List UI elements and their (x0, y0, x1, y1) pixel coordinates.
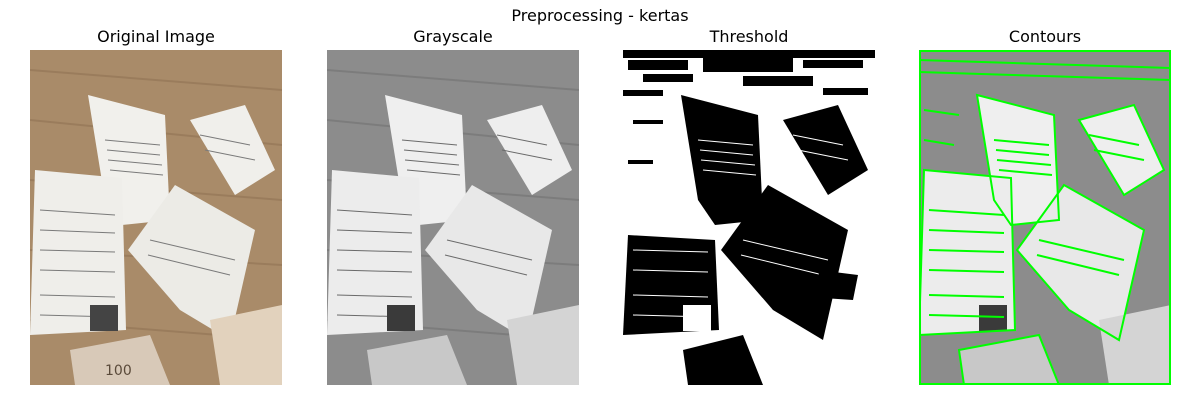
threshold-image-panel (623, 50, 875, 385)
receipt-right (190, 105, 275, 195)
banknote (70, 335, 170, 385)
qr-code (90, 305, 118, 331)
original-image-panel: 100 (30, 50, 282, 385)
figure-title: Preprocessing - kertas (511, 6, 689, 25)
bill-corner (210, 305, 282, 385)
banknote-number: 100 (105, 363, 132, 379)
grayscale-image-panel (327, 50, 579, 385)
grayscale-image (327, 50, 579, 385)
panel-title-contours: Contours (1008, 27, 1082, 46)
contours-image (919, 50, 1171, 385)
panel-title-original: Original Image (97, 27, 215, 46)
original-image: 100 (30, 50, 282, 385)
contours-image-panel (919, 50, 1171, 385)
threshold-image (623, 50, 875, 385)
panel-title-grayscale: Grayscale (413, 27, 493, 46)
receipt-middle (128, 185, 255, 340)
panel-title-threshold: Threshold (709, 27, 789, 46)
